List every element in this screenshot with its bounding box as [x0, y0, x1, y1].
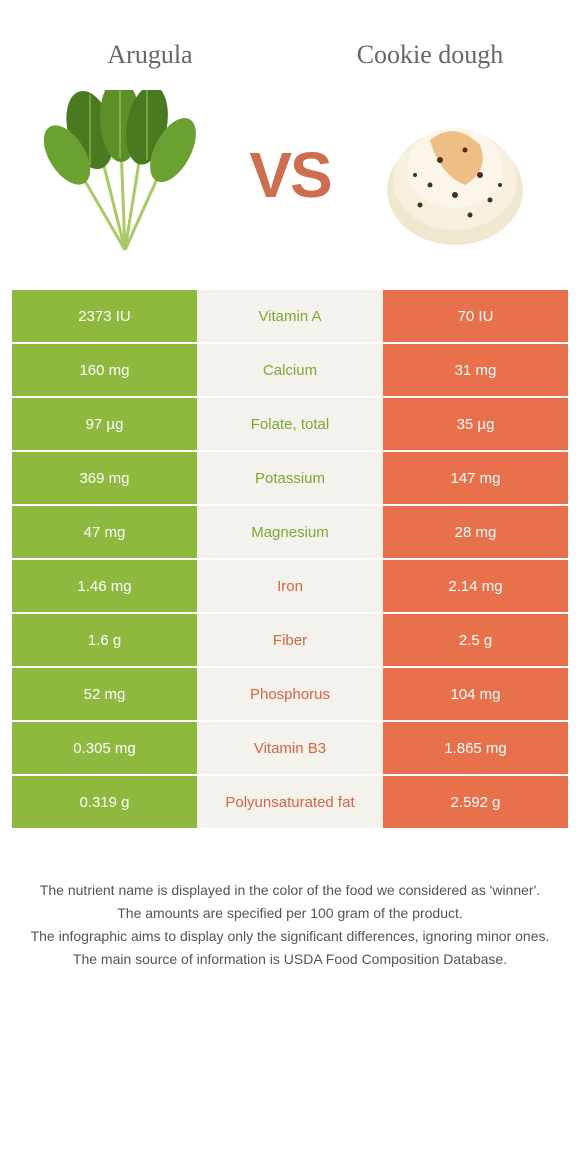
- right-value: 31 mg: [383, 344, 568, 396]
- nutrient-label: Magnesium: [197, 506, 383, 558]
- right-value: 2.14 mg: [383, 560, 568, 612]
- table-row: 47 mgMagnesium28 mg: [12, 506, 568, 558]
- right-value: 104 mg: [383, 668, 568, 720]
- table-row: 369 mgPotassium147 mg: [12, 452, 568, 504]
- nutrient-label: Calcium: [197, 344, 383, 396]
- footnote-line: The amounts are specified per 100 gram o…: [30, 903, 550, 924]
- right-food-title: Cookie dough: [340, 40, 520, 70]
- table-row: 2373 IUVitamin A70 IU: [12, 290, 568, 342]
- table-row: 1.46 mgIron2.14 mg: [12, 560, 568, 612]
- nutrient-label: Iron: [197, 560, 383, 612]
- nutrient-label: Potassium: [197, 452, 383, 504]
- left-value: 2373 IU: [12, 290, 197, 342]
- right-value: 35 µg: [383, 398, 568, 450]
- left-value: 1.6 g: [12, 614, 197, 666]
- left-value: 0.305 mg: [12, 722, 197, 774]
- right-value: 147 mg: [383, 452, 568, 504]
- left-value: 52 mg: [12, 668, 197, 720]
- comparison-table: 2373 IUVitamin A70 IU160 mgCalcium31 mg9…: [12, 290, 568, 828]
- right-value: 2.592 g: [383, 776, 568, 828]
- table-row: 160 mgCalcium31 mg: [12, 344, 568, 396]
- nutrient-label: Phosphorus: [197, 668, 383, 720]
- left-food-title: Arugula: [60, 40, 240, 70]
- footnote-line: The main source of information is USDA F…: [30, 949, 550, 970]
- nutrient-label: Polyunsaturated fat: [197, 776, 383, 828]
- table-row: 0.305 mgVitamin B31.865 mg: [12, 722, 568, 774]
- table-row: 52 mgPhosphorus104 mg: [12, 668, 568, 720]
- nutrient-label: Folate, total: [197, 398, 383, 450]
- table-row: 0.319 gPolyunsaturated fat2.592 g: [12, 776, 568, 828]
- right-value: 28 mg: [383, 506, 568, 558]
- images-row: VS: [0, 80, 580, 290]
- table-row: 1.6 gFiber2.5 g: [12, 614, 568, 666]
- cookie-dough-image: [370, 90, 540, 260]
- footnotes: The nutrient name is displayed in the co…: [0, 830, 580, 992]
- vs-label: VS: [249, 138, 330, 212]
- left-value: 369 mg: [12, 452, 197, 504]
- header: Arugula Cookie dough: [0, 0, 580, 80]
- nutrient-label: Fiber: [197, 614, 383, 666]
- right-value: 70 IU: [383, 290, 568, 342]
- right-value: 1.865 mg: [383, 722, 568, 774]
- left-value: 47 mg: [12, 506, 197, 558]
- left-value: 160 mg: [12, 344, 197, 396]
- left-value: 97 µg: [12, 398, 197, 450]
- nutrient-label: Vitamin A: [197, 290, 383, 342]
- footnote-line: The infographic aims to display only the…: [30, 926, 550, 947]
- left-value: 1.46 mg: [12, 560, 197, 612]
- table-row: 97 µgFolate, total35 µg: [12, 398, 568, 450]
- arugula-image: [40, 90, 210, 260]
- left-value: 0.319 g: [12, 776, 197, 828]
- footnote-line: The nutrient name is displayed in the co…: [30, 880, 550, 901]
- nutrient-label: Vitamin B3: [197, 722, 383, 774]
- right-value: 2.5 g: [383, 614, 568, 666]
